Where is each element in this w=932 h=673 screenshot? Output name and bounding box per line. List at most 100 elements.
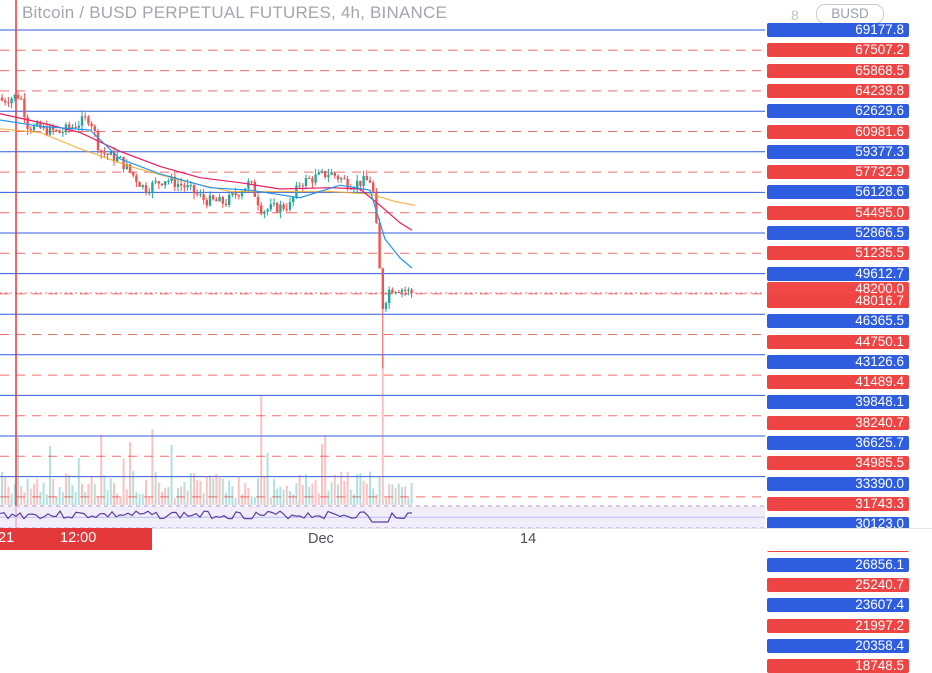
crosshair-date: 21	[0, 530, 15, 546]
volume-bar	[337, 484, 339, 505]
candle-body	[16, 94, 20, 99]
time-axis[interactable]: Dec 14	[0, 528, 932, 551]
candle-body	[266, 209, 269, 212]
volume-bar	[103, 475, 106, 505]
price-level-label: 51235.5	[767, 246, 909, 261]
candle-body	[29, 128, 32, 131]
candle-body	[26, 117, 29, 129]
price-level-label: 38240.7	[767, 415, 909, 430]
candle-body	[196, 193, 199, 195]
volume-bar	[39, 491, 42, 505]
volume-bar	[74, 492, 77, 505]
volume-bar	[276, 488, 279, 505]
chart-title[interactable]: Bitcoin / BUSD PERPETUAL FUTURES, 4h, BI…	[22, 3, 447, 22]
candle-body	[336, 175, 340, 180]
volume-bar	[333, 474, 336, 505]
candle-body	[48, 126, 52, 135]
candle-body	[272, 203, 276, 205]
candle-body	[240, 191, 244, 197]
volume-bar	[231, 486, 234, 505]
volume-bar	[375, 494, 378, 505]
candle-body	[285, 208, 288, 210]
volume-bar	[148, 496, 151, 505]
candle-body	[109, 151, 112, 156]
candle-body	[36, 122, 39, 126]
candles-layer	[0, 90, 413, 369]
price-chart-canvas[interactable]	[0, 0, 765, 528]
volume-bar	[314, 480, 317, 505]
volume-bar	[365, 483, 368, 505]
volume-bar	[87, 483, 90, 505]
price-level-label: 69177.8	[767, 23, 909, 37]
time-label-14: 14	[520, 531, 537, 547]
candle-body	[71, 126, 74, 128]
candle-body	[346, 178, 349, 189]
axis-top-digit: 8	[791, 7, 799, 23]
volume-bar	[77, 458, 80, 505]
volume-bar	[397, 483, 400, 505]
price-level-label: 20358.4	[767, 639, 909, 653]
volume-bar	[61, 492, 64, 505]
volume-bar	[36, 479, 39, 505]
volume-bar	[13, 483, 16, 505]
candle-body	[122, 156, 125, 169]
candle-body	[372, 182, 375, 192]
volume-bar	[33, 483, 35, 505]
candle-body	[384, 303, 388, 309]
volume-bar	[81, 483, 83, 505]
price-level-label: 65868.5	[767, 63, 909, 78]
price-level-label: 30123.0	[767, 517, 909, 532]
moving-average-blue	[0, 119, 413, 269]
volume-bar	[138, 494, 141, 505]
price-level-label: 31743.3	[767, 496, 909, 511]
chart-pane[interactable]: Bitcoin / BUSD PERPETUAL FUTURES, 4h, BI…	[0, 0, 765, 528]
price-level-label: 36625.7	[767, 436, 909, 450]
candle-body	[42, 126, 45, 129]
volume-bar	[4, 475, 7, 505]
volume-bar	[381, 355, 384, 505]
volume-bar	[116, 493, 119, 505]
candle-body	[234, 193, 237, 196]
volume-bar	[327, 490, 330, 505]
candle-body	[292, 197, 295, 202]
volume-bar	[311, 483, 314, 505]
price-level-label: 21997.2	[767, 618, 909, 633]
candle-body	[160, 183, 164, 186]
currency-badge[interactable]: BUSD	[816, 4, 884, 24]
volume-bar	[369, 471, 371, 505]
price-axis[interactable]: 8 BUSD 69177.8 67507.2 65868.5 64239.8 62629…	[765, 0, 932, 673]
volume-bar	[205, 476, 208, 505]
volume-bar	[349, 489, 352, 505]
volume-bar	[289, 490, 291, 505]
candle-body	[148, 192, 151, 194]
volume-bar	[193, 473, 195, 505]
volume-bar	[292, 494, 295, 505]
volume-bar	[295, 483, 298, 505]
volume-bar	[346, 472, 349, 505]
volume-bar	[100, 434, 103, 505]
candle-body	[0, 97, 4, 101]
candle-body	[135, 175, 138, 183]
moving-average-pink	[0, 113, 413, 231]
candle-body	[100, 150, 103, 153]
volume-bar	[273, 478, 275, 505]
volume-bar	[97, 496, 99, 505]
candle-body	[68, 124, 71, 128]
volume-bar	[356, 474, 359, 505]
volume-bar	[218, 477, 221, 505]
volume-bar	[269, 497, 272, 505]
candle-body	[103, 152, 106, 154]
candle-body	[224, 203, 228, 205]
volume-bar	[362, 480, 365, 505]
volume-bar	[68, 475, 71, 505]
candle-body	[304, 177, 308, 187]
candle-body	[397, 292, 400, 294]
candle-body	[173, 176, 176, 187]
volume-bar	[129, 442, 131, 505]
volume-bar	[7, 487, 10, 505]
moving-average-orange	[0, 128, 416, 206]
candle-body	[212, 195, 215, 200]
candle-body	[84, 116, 87, 118]
candle-body	[378, 222, 381, 269]
price-level-label: 26856.1	[767, 557, 909, 572]
